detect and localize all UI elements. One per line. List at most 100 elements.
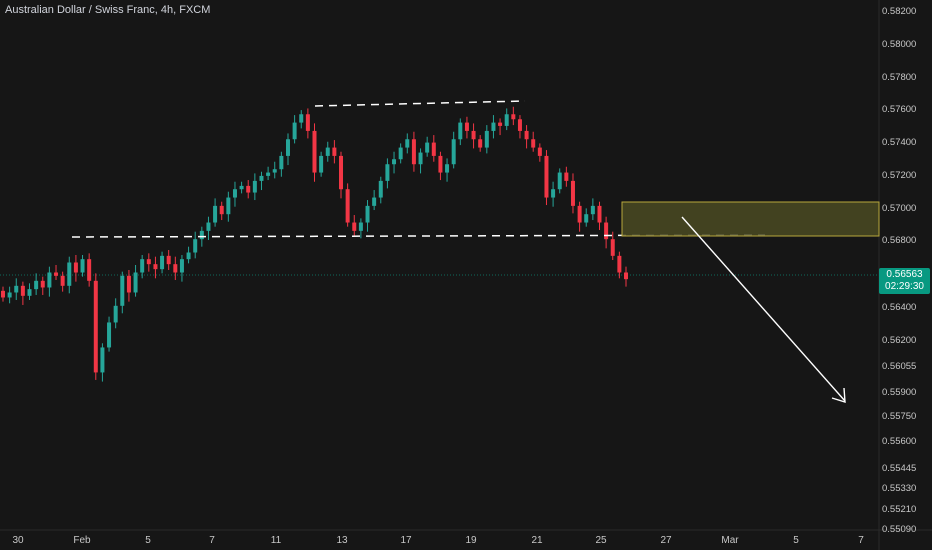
candle-down (570, 180, 575, 206)
candle-up (14, 285, 19, 293)
candle-up (206, 222, 211, 231)
candle-up (551, 189, 556, 198)
price-tick-label: 0.58200 (882, 6, 917, 17)
candle-up (504, 114, 509, 126)
candle-up (557, 172, 562, 190)
candle-up (445, 164, 450, 173)
price-tick-label: 0.55330 (882, 483, 917, 494)
candle-down (219, 205, 224, 215)
time-tick-label: Feb (73, 535, 91, 546)
candle-down (438, 155, 443, 173)
candle-up (385, 164, 390, 181)
candle-down (511, 114, 516, 120)
candle-up (252, 180, 257, 193)
candle-up (186, 252, 191, 260)
time-tick-label: Mar (721, 535, 739, 546)
price-tick-label: 0.55445 (882, 463, 917, 474)
candle-up (325, 147, 330, 156)
candle-up (226, 197, 231, 215)
time-tick-label: 27 (660, 535, 672, 546)
candle-up (365, 205, 370, 223)
candle-up (100, 347, 105, 373)
price-tick-label: 0.57000 (882, 203, 917, 214)
candle-up (160, 255, 165, 270)
candle-up (120, 275, 125, 306)
price-tick-label: 0.58000 (882, 39, 917, 50)
price-tick-label: 0.56400 (882, 302, 917, 313)
candle-down (411, 139, 416, 165)
current-price-value: 0.56563 (886, 269, 923, 280)
candle-down (73, 262, 78, 273)
candle-down (564, 172, 569, 181)
candle-down (166, 255, 171, 265)
candle-up (272, 169, 277, 173)
candle-up (319, 155, 324, 173)
candle-down (624, 272, 628, 280)
candle-up (140, 259, 145, 273)
resistance-zone[interactable] (621, 201, 880, 237)
time-tick-label: 7 (858, 535, 864, 546)
candle-up (113, 305, 118, 323)
candle-down (87, 259, 92, 281)
price-tick-label: 0.56055 (882, 361, 917, 372)
candle-down (332, 147, 337, 156)
candle-up (199, 230, 204, 240)
candle-up (392, 159, 397, 165)
candle-down (597, 205, 602, 223)
projection-arrow[interactable] (681, 216, 846, 403)
candle-down (93, 280, 98, 373)
time-tick-label: 21 (531, 535, 543, 546)
time-tick-label: 7 (209, 535, 215, 546)
candle-up (372, 197, 377, 206)
price-tick-label: 0.57200 (882, 170, 917, 181)
price-tick-label: 0.55090 (882, 524, 917, 535)
candle-up (179, 259, 184, 273)
candle-up (67, 262, 72, 286)
candle-down (246, 185, 251, 193)
chart-title: Australian Dollar / Swiss Franc, 4h, FXC… (5, 4, 211, 16)
current-price-badge: 0.56563 02:29:30 (879, 268, 930, 294)
time-tick-label: 11 (270, 535, 282, 546)
candle-up (418, 152, 423, 165)
candle-up (491, 122, 496, 131)
candle-up (584, 214, 589, 223)
candle-down (517, 119, 522, 131)
candle-up (107, 322, 112, 348)
candle-up (425, 142, 430, 153)
candle-down (60, 275, 65, 286)
candle-countdown: 02:29:30 (885, 281, 924, 292)
time-tick-label: 19 (465, 535, 477, 546)
candle-down (126, 275, 131, 293)
time-tick-label: 5 (145, 535, 151, 546)
candle-up (213, 205, 218, 223)
candle-up (292, 122, 297, 140)
candle-down (339, 155, 344, 190)
candle-down (345, 189, 350, 223)
candle-up (193, 239, 198, 253)
candle-down (544, 155, 549, 198)
candle-down (153, 264, 158, 270)
candle-up (232, 189, 237, 198)
candle-down (577, 205, 582, 223)
candle-down (54, 272, 59, 276)
price-tick-label: 0.57600 (882, 104, 917, 115)
candle-up (299, 114, 304, 123)
upper-trendline[interactable] (314, 100, 526, 107)
candle-down (498, 122, 503, 126)
candle-down (471, 130, 476, 140)
candle-up (285, 139, 290, 156)
price-tick-label: 0.56800 (882, 235, 917, 246)
price-tick-label: 0.55600 (882, 436, 917, 447)
candle-down (537, 147, 542, 156)
candle-up (7, 292, 12, 298)
price-tick-label: 0.57400 (882, 137, 917, 148)
candle-up (80, 259, 85, 273)
price-tick-label: 0.56200 (882, 335, 917, 346)
candle-down (40, 280, 45, 288)
candle-up (451, 139, 456, 165)
candle-up (358, 222, 363, 231)
candle-down (531, 139, 536, 148)
candle-down (604, 222, 609, 240)
candle-up (34, 280, 39, 290)
